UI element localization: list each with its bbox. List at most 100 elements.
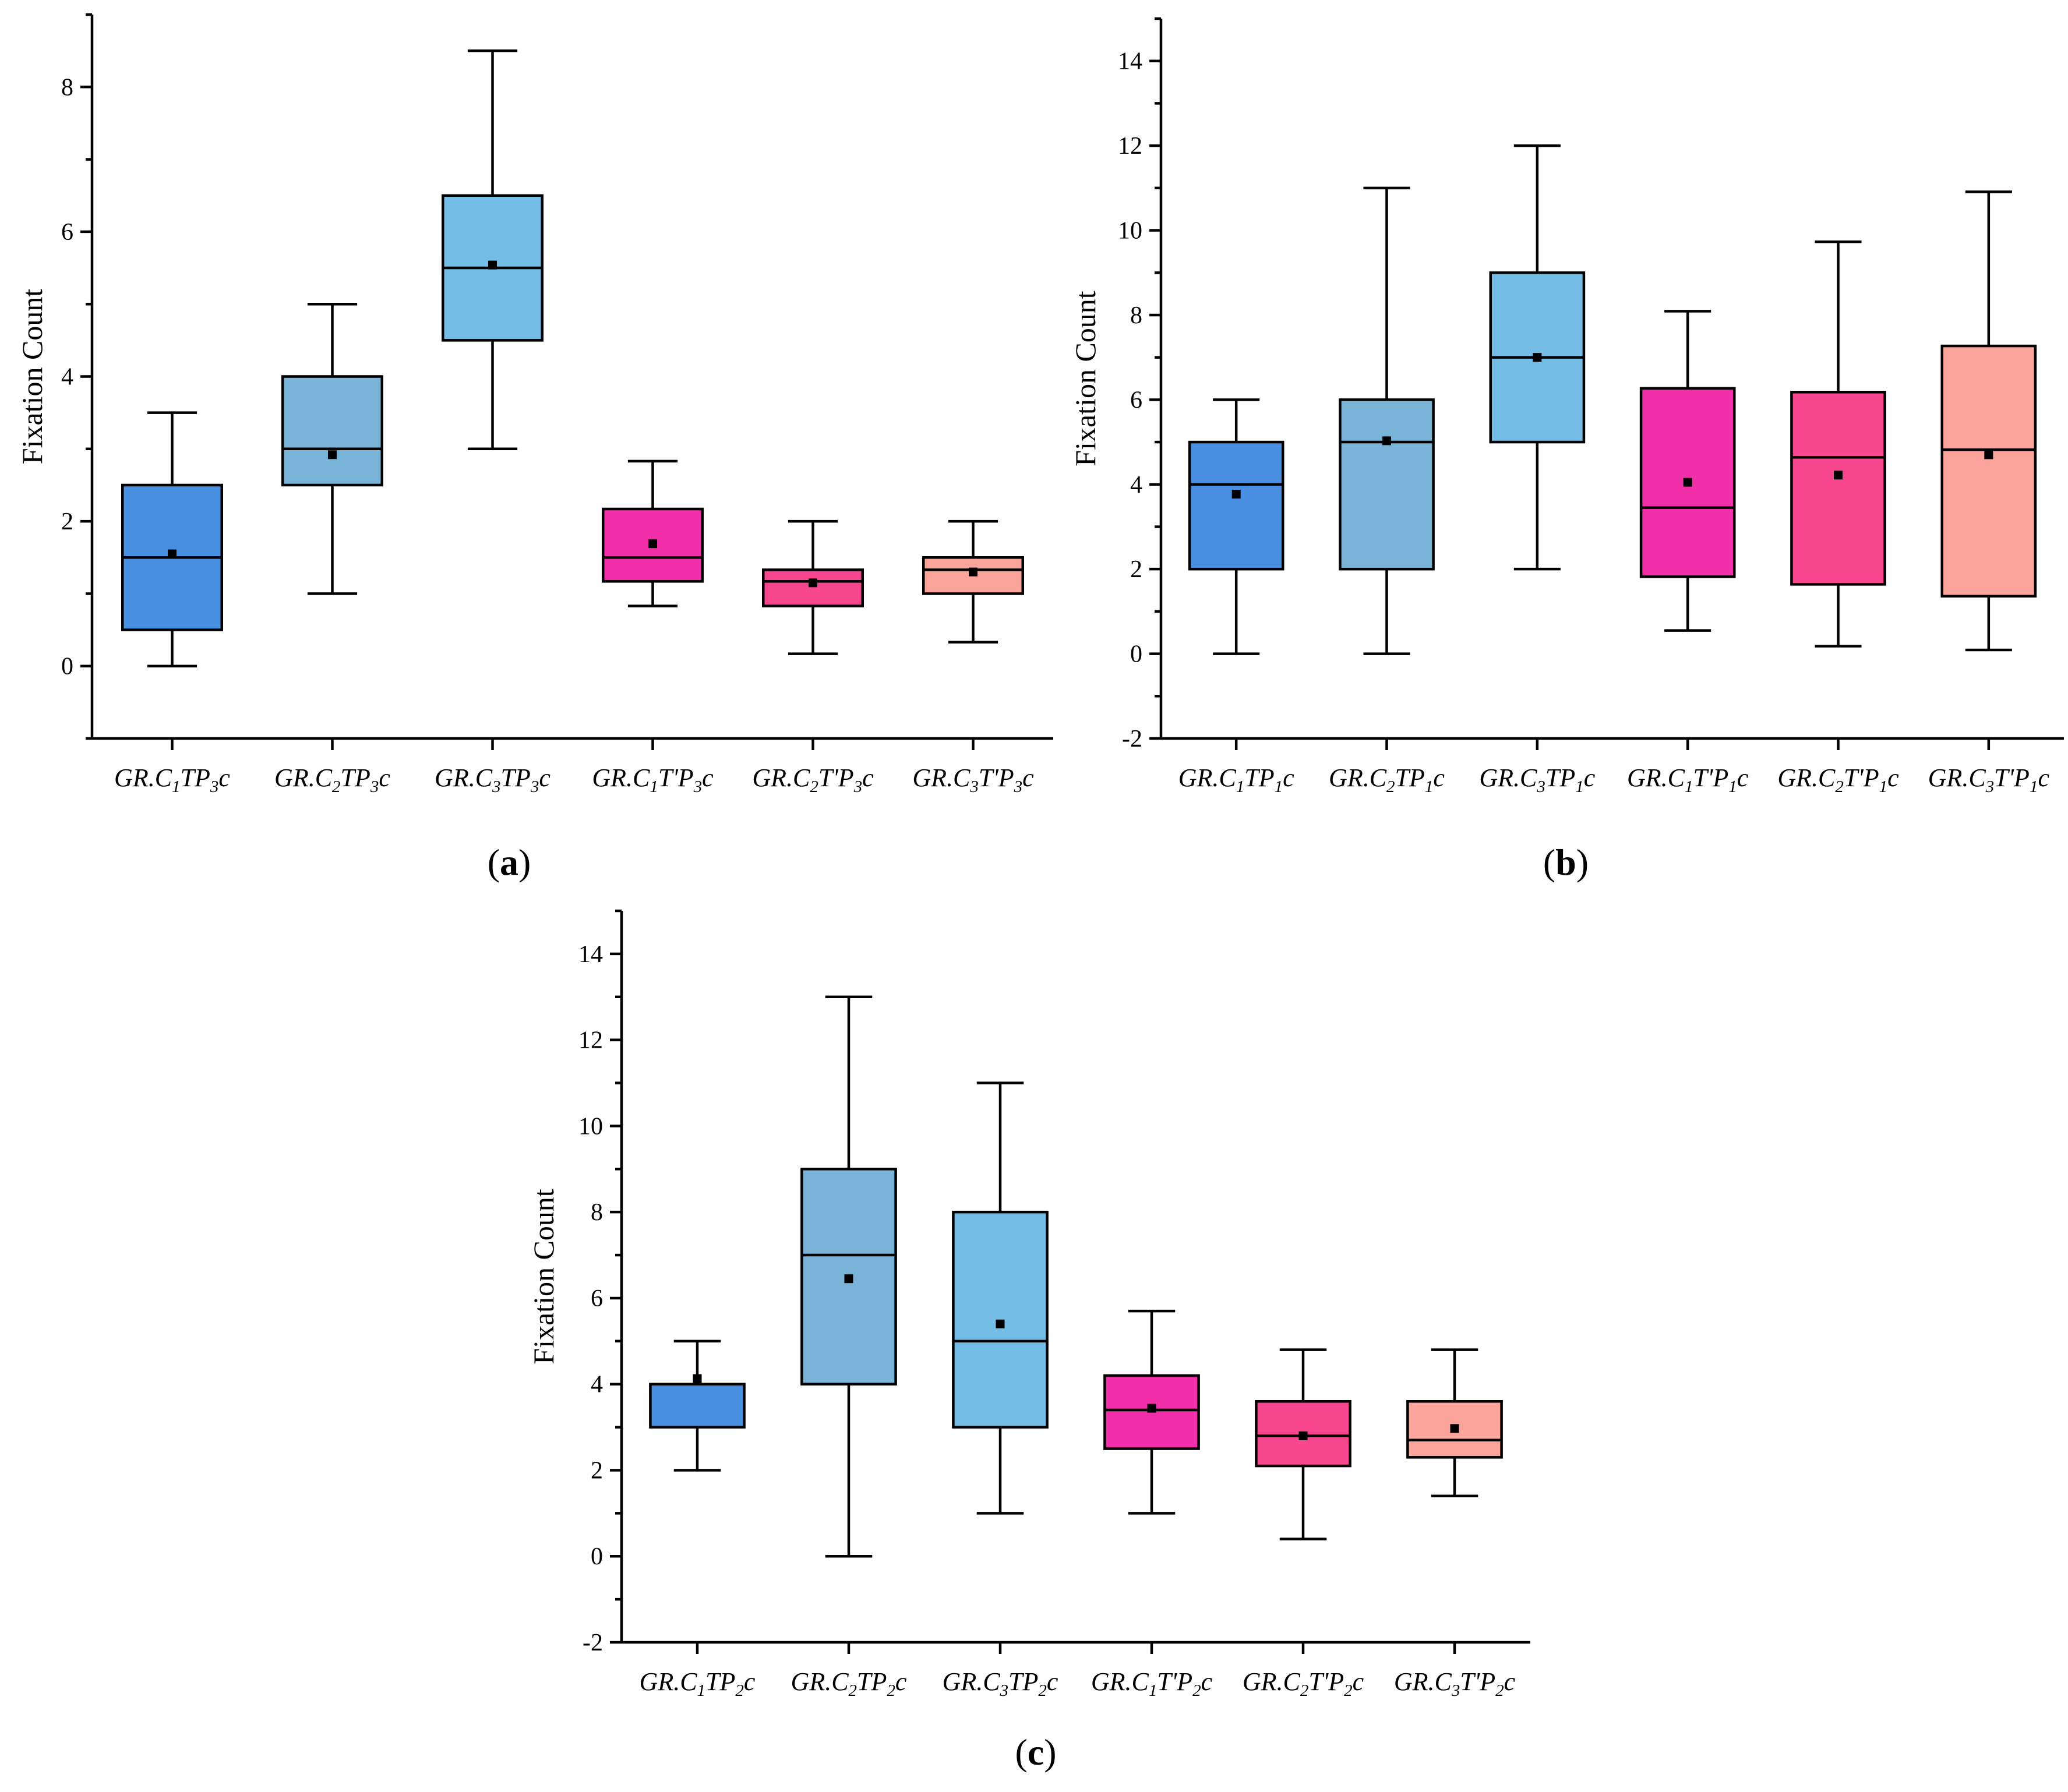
box-group-c-3 — [952, 1081, 1049, 1515]
label-text: T'P — [1460, 1667, 1495, 1696]
mean-marker — [809, 578, 817, 588]
label-text: c — [1047, 1667, 1058, 1696]
label-text: GR.C — [1329, 764, 1387, 792]
label-text: T'P — [1693, 764, 1729, 792]
y-tick-label: -2 — [1122, 726, 1142, 752]
box-iqr — [649, 1383, 746, 1429]
label-subscript: 3 — [530, 777, 539, 796]
label-subscript: 3 — [1985, 777, 1995, 796]
box-iqr — [1188, 440, 1284, 571]
label-subscript: 3 — [693, 777, 703, 796]
box-group-a-2 — [281, 302, 383, 595]
panel-label-letter: b — [1555, 842, 1576, 883]
y-tick-label: 12 — [578, 1027, 603, 1054]
label-subscript: 2 — [1386, 777, 1395, 796]
y-tick-label: 0 — [591, 1543, 603, 1570]
label-text: GR.C — [1777, 764, 1836, 792]
label-subscript: 2 — [1192, 1681, 1201, 1700]
x-tick-label: GR.C1TP3c — [114, 764, 230, 796]
label-text: TP — [501, 764, 531, 792]
box-iqr — [922, 556, 1024, 595]
y-tick-label: 2 — [1130, 556, 1142, 583]
y-tick-label: 10 — [1118, 218, 1142, 245]
label-text: TP — [341, 764, 370, 792]
x-tick-label: GR.C3TP2c — [943, 1667, 1058, 1700]
label-subscript: 1 — [1728, 777, 1737, 796]
label-text: c — [702, 764, 714, 792]
box-group-c-1 — [649, 1339, 746, 1472]
label-text: c — [1022, 764, 1034, 792]
mean-marker — [996, 1319, 1005, 1328]
label-subscript: 2 — [1835, 777, 1844, 796]
mean-marker — [488, 260, 497, 270]
box-group-c-2 — [800, 995, 897, 1558]
y-tick-label: 14 — [1118, 48, 1142, 75]
mean-marker — [328, 450, 337, 460]
x-tick-label: GR.C1T'P1c — [1627, 764, 1749, 796]
box-group-a-1 — [121, 411, 223, 667]
label-text: GR.C — [1243, 1667, 1301, 1696]
y-tick-label: 4 — [1130, 472, 1142, 499]
y-tick-label: 12 — [1118, 133, 1142, 160]
box-group-c-5 — [1255, 1348, 1351, 1540]
label-subscript: 3 — [210, 777, 219, 796]
mean-marker — [648, 539, 657, 549]
label-text: TP — [181, 764, 210, 792]
label-text: c — [1283, 764, 1294, 792]
x-tick-label: GR.C2T'P2c — [1243, 1667, 1364, 1700]
label-text: c — [539, 764, 550, 792]
label-text: GR.C — [912, 764, 971, 792]
box-group-a-5 — [762, 519, 864, 655]
panel-label-paren: ( — [1543, 842, 1555, 883]
label-text: GR.C — [1394, 1667, 1452, 1696]
mean-marker — [1984, 450, 1993, 460]
panel-label-paren: ( — [1015, 1731, 1027, 1773]
label-text: TP — [1545, 764, 1575, 792]
label-subscript: 3 — [969, 777, 979, 796]
label-text: GR.C — [791, 1667, 849, 1696]
label-text: GR.C — [1091, 1667, 1149, 1696]
y-tick-label: 6 — [1130, 387, 1142, 413]
y-axis-title: Fixation Count — [1069, 291, 1102, 466]
label-text: c — [895, 1667, 907, 1696]
label-subscript: 3 — [1000, 1681, 1009, 1700]
label-subscript: 2 — [810, 777, 818, 796]
box-group-b-5 — [1790, 240, 1886, 648]
panel-label-paren: ) — [1576, 842, 1589, 883]
label-subscript: 2 — [1344, 1681, 1353, 1700]
mean-marker — [693, 1374, 702, 1383]
x-tick-label: GR.C2TP2c — [791, 1667, 907, 1700]
y-tick-label: 2 — [61, 508, 73, 535]
panel-label-letter: a — [500, 842, 518, 883]
x-tick-label: GR.C3T'P3c — [912, 764, 1034, 796]
mean-marker — [1683, 478, 1692, 487]
panel-label-letter: c — [1028, 1731, 1044, 1773]
y-tick-label: 6 — [591, 1285, 603, 1312]
label-text: GR.C — [1627, 764, 1685, 792]
y-tick-label: 0 — [1130, 641, 1142, 668]
x-tick-label: GR.C1TP2c — [640, 1667, 756, 1700]
x-tick-label: GR.C3TP1c — [1479, 764, 1595, 796]
box-group-b-2 — [1339, 186, 1435, 655]
panel-label-paren: ( — [488, 842, 500, 883]
box-iqr — [1940, 344, 2037, 598]
label-text: TP — [705, 1667, 735, 1696]
label-subscript: 2 — [735, 1681, 744, 1700]
mean-marker — [1450, 1424, 1459, 1433]
label-text: GR.C — [1479, 764, 1537, 792]
y-tick-label: 4 — [61, 364, 73, 391]
box-group-c-4 — [1103, 1309, 1200, 1515]
label-text: TP — [857, 1667, 887, 1696]
label-subscript: 1 — [1425, 777, 1434, 796]
label-text: GR.C — [435, 764, 493, 792]
label-subscript: 1 — [1149, 1681, 1157, 1700]
label-text: T'P — [818, 764, 854, 792]
y-tick-label: 0 — [61, 653, 73, 680]
mean-marker — [1382, 436, 1391, 446]
box-group-a-4 — [602, 460, 704, 607]
x-tick-label: GR.C3T'P1c — [1928, 764, 2050, 796]
label-text: c — [1504, 1667, 1516, 1696]
